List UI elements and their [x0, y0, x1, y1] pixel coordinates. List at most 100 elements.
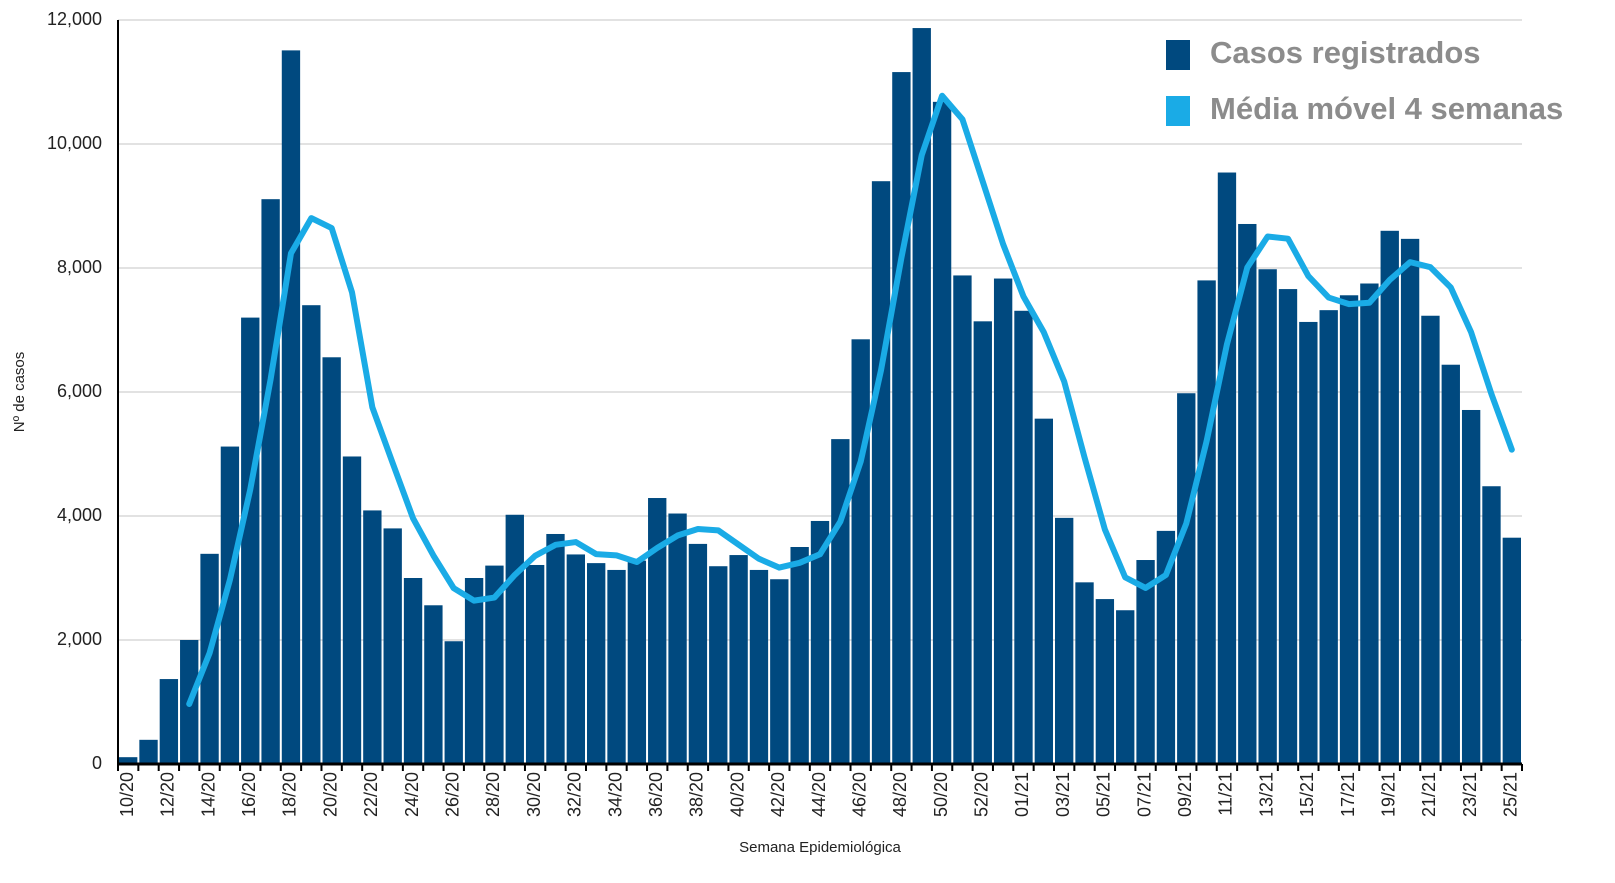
- x-tick-label: 28/20: [483, 772, 503, 817]
- x-tick-label: 18/20: [280, 772, 300, 817]
- x-tick-label: 38/20: [687, 772, 707, 817]
- bar: [1380, 230, 1399, 765]
- bar: [709, 566, 728, 764]
- bar: [1278, 289, 1298, 764]
- bar: [770, 579, 789, 764]
- x-tick-label: 48/20: [890, 772, 910, 817]
- y-tick-label: 8,000: [57, 257, 102, 277]
- bar: [1482, 486, 1501, 764]
- x-tick-label: 20/20: [320, 772, 340, 817]
- bar: [1400, 238, 1420, 765]
- bar: [322, 357, 341, 764]
- x-tick-label: 05/21: [1094, 772, 1114, 817]
- bar: [261, 199, 280, 764]
- bar: [912, 28, 931, 765]
- x-tick-label: 03/21: [1053, 772, 1073, 817]
- x-tick-label: 16/20: [239, 772, 259, 817]
- bar: [1116, 610, 1135, 764]
- legend-swatch: [1166, 96, 1190, 126]
- bar: [831, 439, 850, 764]
- bar: [1360, 283, 1379, 764]
- bar: [1238, 223, 1257, 765]
- bar: [1156, 530, 1176, 764]
- bar: [119, 757, 138, 764]
- y-tick-label: 4,000: [57, 505, 102, 525]
- bar: [1095, 599, 1115, 764]
- bar: [993, 278, 1013, 764]
- x-tick-label: 42/20: [768, 772, 788, 817]
- x-tick-label: 34/20: [605, 772, 625, 817]
- bar: [587, 563, 606, 764]
- bar: [302, 305, 321, 764]
- bar: [281, 50, 301, 764]
- bar: [607, 569, 626, 764]
- x-tick-label: 14/20: [198, 772, 218, 817]
- x-tick-label: 30/20: [524, 772, 544, 817]
- bar: [505, 514, 524, 764]
- bar: [241, 317, 260, 764]
- bar: [953, 275, 972, 764]
- x-tick-label: 40/20: [727, 772, 747, 817]
- bar: [363, 510, 382, 764]
- bar: [1441, 364, 1460, 764]
- x-tick-label: 12/20: [158, 772, 178, 817]
- legend-label: Média móvel 4 semanas: [1210, 91, 1563, 126]
- legend-label: Casos registrados: [1210, 35, 1481, 70]
- x-tick-label: 19/21: [1378, 772, 1398, 817]
- x-tick-label: 52/20: [972, 772, 992, 817]
- bar: [1258, 269, 1277, 764]
- y-tick-label: 2,000: [57, 629, 102, 649]
- legend-swatch: [1166, 40, 1190, 70]
- x-tick-label: 25/21: [1501, 772, 1521, 817]
- x-tick-label: 22/20: [361, 772, 381, 817]
- bar: [383, 528, 402, 764]
- bar: [1421, 315, 1440, 764]
- bar: [851, 339, 870, 764]
- bar: [1217, 172, 1237, 764]
- x-tick-label: 11/21: [1216, 772, 1236, 816]
- bar: [648, 498, 667, 764]
- x-tick-label: 09/21: [1175, 772, 1195, 817]
- bar: [1319, 310, 1338, 764]
- y-tick-label: 12,000: [47, 9, 102, 29]
- bar: [1075, 582, 1094, 764]
- bar: [627, 560, 647, 764]
- x-tick-label: 46/20: [849, 772, 869, 817]
- bar: [729, 555, 748, 764]
- x-tick-label: 01/21: [1012, 772, 1032, 817]
- y-axis-label: Nº de casos: [11, 352, 28, 433]
- x-tick-label: 21/21: [1419, 772, 1439, 817]
- bar: [1461, 409, 1481, 764]
- line: [186, 92, 1515, 707]
- x-tick-label: 13/21: [1256, 772, 1276, 817]
- x-tick-label: 32/20: [565, 772, 585, 817]
- x-tick-label: 50/20: [931, 772, 951, 817]
- bar: [525, 564, 545, 764]
- bar: [749, 569, 769, 764]
- bar: [1197, 280, 1216, 764]
- x-tick-label: 24/20: [402, 772, 422, 817]
- bar: [1034, 418, 1053, 764]
- bar: [1502, 537, 1521, 764]
- bar: [444, 641, 463, 764]
- bar: [688, 543, 708, 764]
- bar: [1136, 560, 1155, 764]
- bar: [159, 679, 179, 764]
- x-tick-label: 17/21: [1338, 772, 1358, 817]
- x-tick-label: 15/21: [1297, 772, 1317, 817]
- bar: [464, 578, 484, 764]
- bar: [1055, 517, 1074, 764]
- x-tick-label: 10/20: [117, 772, 137, 817]
- bar: [973, 321, 992, 764]
- bar: [1177, 393, 1196, 764]
- bar: [220, 446, 240, 764]
- bar: [566, 554, 585, 764]
- bar: [1299, 321, 1318, 764]
- bar: [932, 101, 952, 765]
- x-tick-label: 44/20: [809, 772, 829, 817]
- x-tick-label: 23/21: [1460, 772, 1480, 817]
- bar: [892, 72, 911, 764]
- bar: [668, 513, 687, 764]
- bar: [810, 520, 830, 764]
